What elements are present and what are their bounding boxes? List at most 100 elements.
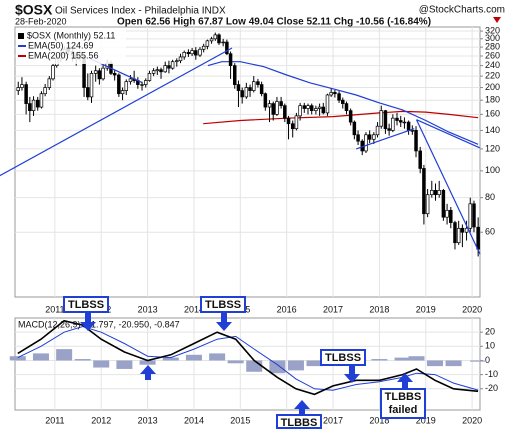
arrow [344,366,360,383]
candle-body [20,84,24,88]
arrows [80,313,413,415]
candle-body [425,194,430,215]
candle-body [86,87,90,98]
candle-body [175,60,179,63]
quote: Open 62.56 High 67.87 Low 49.04 Close 52… [117,17,431,28]
candle-body [352,121,357,136]
y-tick-label: 20 [485,327,495,337]
candle-body [47,78,52,88]
histogram-bar [116,360,133,369]
candle-body [112,73,117,76]
candle-body [128,78,133,83]
arrow [216,313,232,331]
histogram-bar [408,356,425,361]
candle-body [93,70,98,74]
y-tick-label: -20 [485,383,498,393]
legend-entry: $OSX (Monthly) 52.11 [27,30,115,40]
candle-body [143,80,148,85]
y-tick-label: 10 [485,341,495,351]
histogram-bar [306,360,323,367]
histogram-bar [185,354,202,361]
candle-body [117,74,121,95]
candle-body [391,117,395,131]
candle-body [290,123,295,130]
candle-body [372,134,376,140]
histogram-bar [227,360,244,364]
y-tick-label: 100 [485,165,500,175]
histogram-bar [9,356,26,361]
histogram-bar [287,360,304,371]
histogram-bar [209,353,226,361]
candle-body [120,90,125,95]
candle-body [271,103,275,115]
candle-body [302,105,307,109]
candle-body [236,84,241,91]
histogram-bar [139,360,156,365]
x-tick-label: 2011 [45,415,64,425]
y-tick-label: 320 [485,25,500,35]
y-tick-label: 0 [485,355,490,365]
y-tick-label: 300 [485,33,500,43]
candle-body [190,50,194,55]
annotation: TLBSS [63,296,109,313]
annotation: TLBBS failed [380,388,426,419]
candle-body [422,168,426,215]
candle-body [306,105,310,109]
ema-line [203,110,479,125]
legend-bg [16,28,126,64]
candle-body [35,99,40,108]
date: 28-Feb-2020 [15,16,67,26]
histogram-bar [371,359,388,361]
plot-layer: 6080100120140160180200220240260280300320… [0,25,500,425]
candle-body [453,222,457,244]
candle-body [433,190,438,196]
candle-body [31,99,36,112]
x-tick-label: 2013 [138,415,158,425]
candle-body [16,87,20,91]
candle-body [472,203,476,228]
candle-body [387,128,391,131]
x-tick-label: 2019 [416,304,436,314]
candle-body [341,99,345,104]
source: @StockCharts.com [419,5,505,16]
trendline [356,128,415,150]
candle-body [321,106,326,114]
candle-body [205,40,210,47]
candle-body [379,110,384,127]
x-tick-label: 2020 [462,415,482,425]
candle-body [395,117,399,121]
legend-swatch [18,33,24,39]
candle-body [240,90,244,98]
candle-body [244,87,249,98]
histogram-bar [394,357,411,361]
x-tick-label: 2015 [230,415,250,425]
candle-body [159,69,163,73]
candle-body [383,110,388,130]
candle-body [248,87,252,91]
histogram-bar [246,360,263,372]
candle-body [309,105,314,112]
legend-entry: EMA(200) 155.56 [28,50,99,60]
candle-body [201,45,206,50]
histogram-bar [162,357,179,361]
candle-body [464,227,469,233]
candle-body [259,84,264,95]
y-tick-label: 140 [485,125,500,135]
candle-body [167,65,171,69]
candle-body [314,108,318,112]
trendline [415,119,481,255]
candle-body [43,87,47,95]
candle-body [414,130,418,152]
y-tick-label: 60 [485,227,495,237]
legend-entry: EMA(50) 124.69 [28,40,94,50]
candle-body [170,61,175,69]
x-tick-label: 2019 [416,415,436,425]
annotation: TLBSS [200,296,246,313]
index-name: Oil Services Index - Philadelphia INDX [55,6,226,17]
candle-body [263,93,268,108]
x-tick-label: 2011 [45,304,64,314]
candle-body [460,227,465,233]
candle-body [140,84,144,86]
candle-body [225,41,229,55]
candle-body [449,209,453,223]
